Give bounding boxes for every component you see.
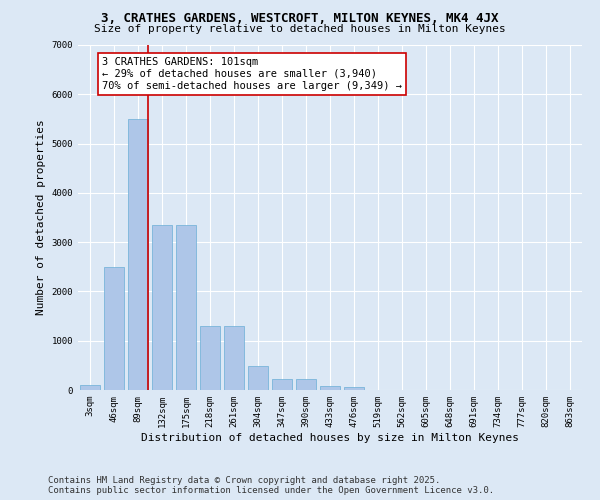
- Bar: [176, 225, 196, 390]
- Text: Contains HM Land Registry data © Crown copyright and database right 2025.
Contai: Contains HM Land Registry data © Crown c…: [48, 476, 494, 495]
- Bar: [320, 386, 340, 390]
- Bar: [224, 326, 244, 390]
- Bar: [200, 326, 220, 390]
- Bar: [152, 225, 172, 390]
- Bar: [296, 379, 316, 390]
- Bar: [80, 385, 100, 390]
- Bar: [128, 119, 148, 390]
- Bar: [344, 387, 364, 390]
- X-axis label: Distribution of detached houses by size in Milton Keynes: Distribution of detached houses by size …: [141, 432, 519, 442]
- Text: Size of property relative to detached houses in Milton Keynes: Size of property relative to detached ho…: [94, 24, 506, 34]
- Y-axis label: Number of detached properties: Number of detached properties: [36, 120, 46, 316]
- Text: 3, CRATHES GARDENS, WESTCROFT, MILTON KEYNES, MK4 4JX: 3, CRATHES GARDENS, WESTCROFT, MILTON KE…: [101, 12, 499, 26]
- Bar: [248, 366, 268, 390]
- Bar: [272, 379, 292, 390]
- Bar: [104, 267, 124, 390]
- Text: 3 CRATHES GARDENS: 101sqm
← 29% of detached houses are smaller (3,940)
70% of se: 3 CRATHES GARDENS: 101sqm ← 29% of detac…: [102, 58, 402, 90]
